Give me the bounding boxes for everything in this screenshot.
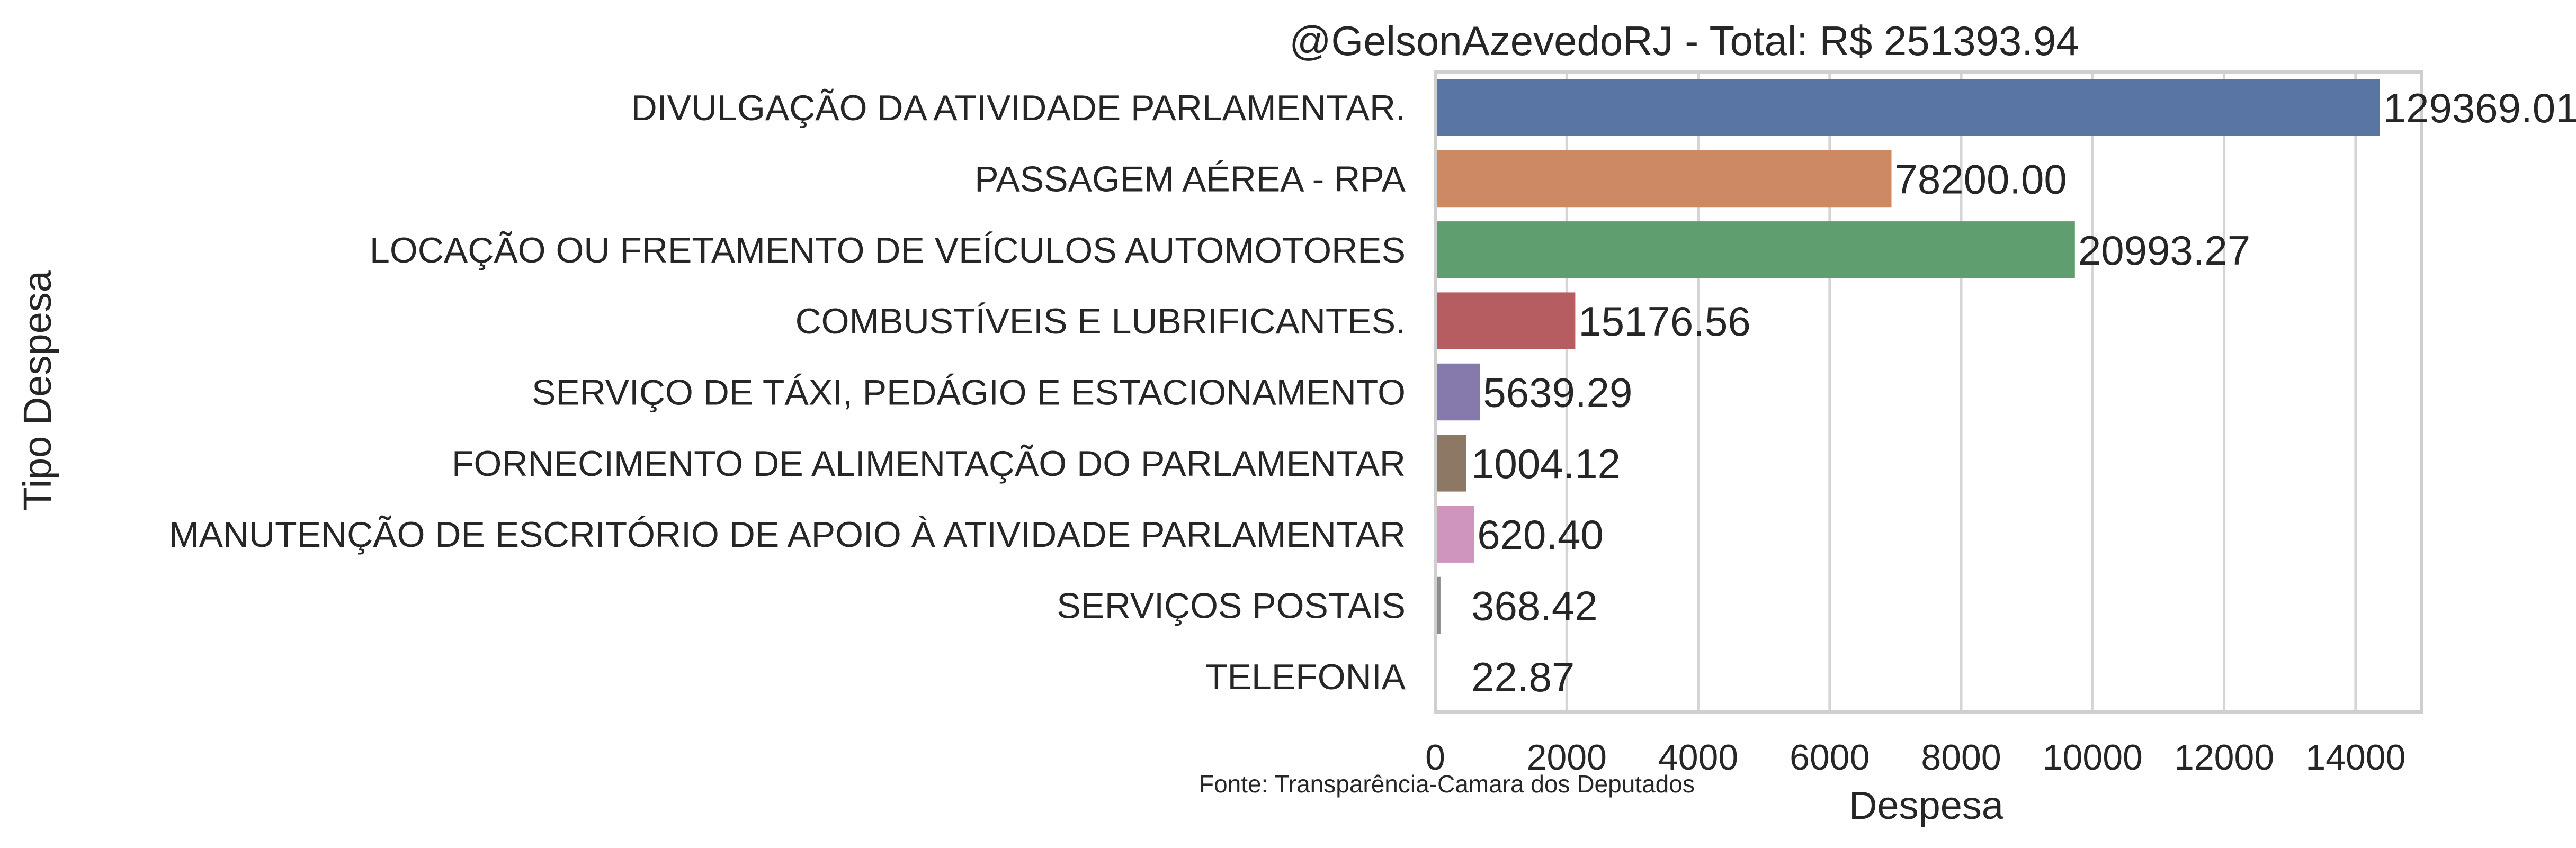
x-tick-label: 14000 — [2305, 737, 2405, 778]
x-tick-label: 12000 — [2174, 737, 2274, 778]
value-label: 620.40 — [1477, 511, 1604, 558]
y-axis-title: Tipo Despesa — [15, 270, 59, 511]
value-label: 368.42 — [1471, 583, 1598, 629]
category-label: COMBUSTÍVEIS E LUBRIFICANTES. — [795, 301, 1406, 341]
x-tick-labels: 0 2000 4000 6000 8000 10000 12000 14000 — [1425, 737, 2405, 778]
category-label: SERVIÇOS POSTAIS — [1057, 586, 1406, 626]
x-tick-label: 4000 — [1658, 737, 1738, 778]
value-label: 78200.00 — [1894, 156, 2067, 203]
chart-title: @GelsonAzevedoRJ - Total: R$ 251393.94 — [1289, 17, 2079, 64]
category-label: FORNECIMENTO DE ALIMENTAÇÃO DO PARLAMENT… — [452, 444, 1406, 484]
plot-frame — [1434, 70, 2423, 714]
x-tick-label: 0 — [1425, 737, 1445, 778]
x-axis-title: Despesa — [1849, 783, 2004, 827]
category-label: DIVULGAÇÃO DA ATIVIDADE PARLAMENTAR. — [631, 88, 1406, 128]
category-label: MANUTENÇÃO DE ESCRITÓRIO DE APOIO À ATIV… — [169, 515, 1406, 555]
value-label: 15176.56 — [1578, 298, 1750, 345]
source-note: Fonte: Transparência-Camara dos Deputado… — [1199, 770, 1695, 798]
bar — [1435, 221, 2075, 278]
value-label: 1004.12 — [1471, 440, 1621, 487]
category-labels: DIVULGAÇÃO DA ATIVIDADE PARLAMENTAR. PASS… — [169, 88, 1406, 697]
bars — [1435, 79, 2380, 705]
bar — [1435, 79, 2380, 136]
bar — [1435, 435, 1466, 492]
x-tick-label: 10000 — [2043, 737, 2143, 778]
bar — [1435, 292, 1576, 349]
x-tick-label: 8000 — [1921, 737, 2001, 778]
bar — [1435, 363, 1480, 421]
value-label: 129369.01 — [2383, 85, 2576, 131]
category-label: LOCAÇÃO OU FRETAMENTO DE VEÍCULOS AUTOMO… — [370, 230, 1406, 270]
value-label: 22.87 — [1471, 654, 1575, 700]
category-label: TELEFONIA — [1205, 657, 1406, 697]
x-tick-label: 6000 — [1790, 737, 1870, 778]
value-label: 20993.27 — [2078, 227, 2250, 274]
bar — [1435, 576, 1441, 634]
x-tick-label: 2000 — [1527, 737, 1607, 778]
value-label: 5639.29 — [1483, 369, 1632, 416]
category-label: SERVIÇO DE TÁXI, PEDÁGIO E ESTACIONAMENT… — [532, 373, 1406, 413]
bar — [1435, 150, 1892, 208]
bar — [1435, 506, 1474, 563]
category-label: PASSAGEM AÉREA - RPA — [974, 159, 1406, 200]
